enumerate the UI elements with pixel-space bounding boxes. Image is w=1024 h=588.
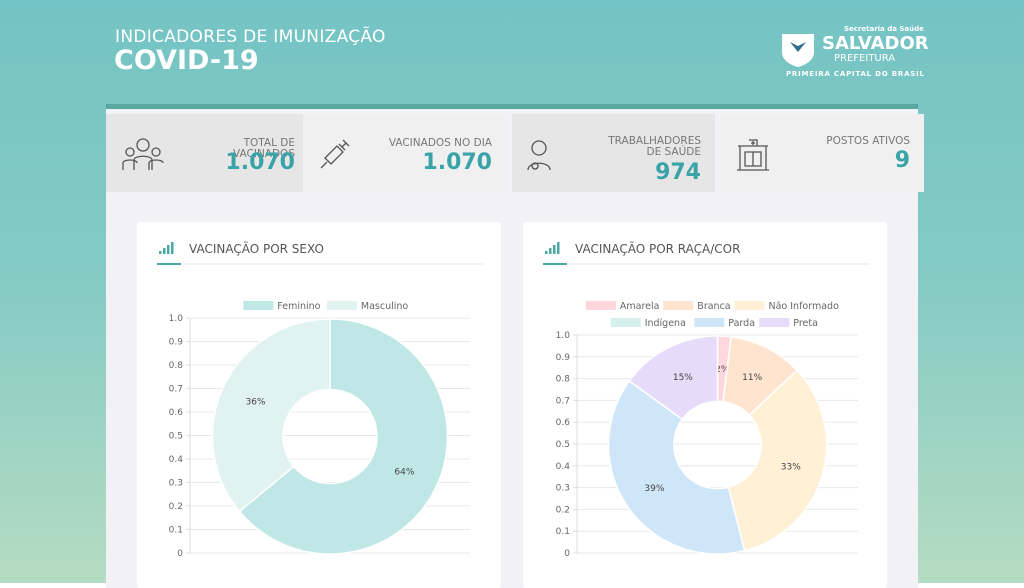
logo-office: PREFEITURA — [834, 53, 896, 64]
legend-swatch[interactable] — [585, 301, 616, 310]
stat-card: VACINADOS NO DIA 1.070 — [303, 114, 506, 192]
legend-swatch[interactable] — [663, 301, 694, 310]
stat-value: 974 — [655, 160, 701, 185]
legend-label: Não Informado — [769, 301, 840, 312]
title-icon — [167, 245, 170, 254]
y-tick-label: 0.9 — [556, 353, 571, 363]
y-tick-label: 0 — [177, 549, 183, 559]
legend-swatch[interactable] — [243, 301, 274, 310]
icon — [320, 139, 350, 169]
header-subtitle: COVID-19 — [114, 45, 259, 76]
slice — [628, 335, 719, 421]
chart-title: VACINAÇÃO POR SEXO — [189, 241, 324, 256]
legend-label: Indígena — [645, 318, 686, 329]
y-tick-label: 0.8 — [556, 375, 571, 385]
legend-swatch[interactable] — [694, 318, 725, 327]
y-tick-label: 0.7 — [556, 396, 570, 406]
stat-value: 1.070 — [422, 150, 492, 175]
y-tick-label: 0.6 — [169, 408, 184, 418]
logo-city: SALVADOR — [822, 33, 929, 54]
title-icon — [545, 251, 548, 254]
y-tick-label: 0.2 — [169, 502, 183, 512]
slice — [727, 369, 828, 552]
logo-tagline: PRIMEIRA CAPITAL DO BRASIL — [786, 70, 925, 78]
data-label: 15% — [673, 373, 693, 383]
y-tick-label: 0.5 — [169, 432, 183, 442]
legend-label: Parda — [728, 318, 755, 329]
stat-label: VACINADOS NO DIA — [388, 137, 492, 149]
y-tick-label: 1.0 — [556, 331, 571, 341]
title-icon — [553, 245, 556, 254]
data-label: 36% — [246, 397, 266, 407]
legend-swatch[interactable] — [734, 301, 765, 310]
y-tick-label: 0.9 — [169, 338, 184, 348]
data-label: 39% — [644, 484, 664, 494]
data-label: 11% — [742, 373, 762, 383]
y-tick-label: 0.8 — [169, 361, 184, 371]
stat-value: 1.070 — [225, 150, 295, 175]
stat-label: TOTAL DE VACINADOS — [233, 137, 295, 160]
title-icon — [163, 248, 166, 254]
legend-swatch[interactable] — [326, 301, 357, 310]
y-tick-label: 0.3 — [556, 484, 570, 494]
icon — [122, 138, 164, 170]
title-icon — [557, 242, 560, 254]
y-tick-label: 0.4 — [556, 462, 571, 472]
y-tick-label: 0.7 — [169, 385, 183, 395]
title-icon — [171, 242, 174, 254]
y-tick-label: 0.1 — [169, 526, 183, 536]
stat-value: 9 — [894, 148, 910, 173]
y-tick-label: 1.0 — [169, 314, 184, 324]
slice — [238, 318, 449, 555]
data-label: 33% — [781, 462, 801, 472]
y-tick-label: 0.2 — [556, 505, 570, 515]
data-label: 2% — [715, 365, 730, 375]
stat-label: POSTOS ATIVOS — [826, 135, 910, 147]
legend-label: Masculino — [361, 301, 409, 312]
slice — [607, 379, 746, 555]
title-icon — [159, 251, 162, 254]
stat-label: TRABALHADORES DE SAÚDE — [608, 135, 701, 158]
data-label: 64% — [394, 468, 414, 478]
legend-swatch[interactable] — [610, 318, 641, 327]
chart-title: VACINAÇÃO POR RAÇA/COR — [575, 241, 740, 256]
icon — [737, 139, 769, 171]
slice — [211, 318, 331, 513]
y-tick-label: 0.4 — [169, 455, 184, 465]
stat-card: POSTOS ATIVOS 9 — [721, 114, 924, 192]
legend-label: Feminino — [277, 301, 320, 312]
legend-label: Amarela — [620, 301, 660, 312]
y-tick-label: 0 — [564, 549, 570, 559]
legend-label: Branca — [697, 301, 730, 312]
legend-label: Preta — [793, 318, 818, 329]
icon — [527, 140, 551, 171]
stat-card: TRABALHADORES DE SAÚDE 974 — [512, 114, 715, 192]
legend-swatch[interactable] — [759, 318, 790, 327]
header-title: INDICADORES DE IMUNIZAÇÃO — [115, 27, 386, 47]
logo-icon — [782, 34, 814, 67]
title-icon — [549, 248, 552, 254]
y-tick-label: 0.5 — [556, 440, 570, 450]
y-tick-label: 0.1 — [556, 527, 570, 537]
logo-department: Secretaria da Saúde — [844, 25, 924, 33]
y-tick-label: 0.3 — [169, 479, 183, 489]
y-tick-label: 0.6 — [556, 418, 571, 428]
stat-card: TOTAL DE VACINADOS 1.070 — [106, 114, 309, 192]
